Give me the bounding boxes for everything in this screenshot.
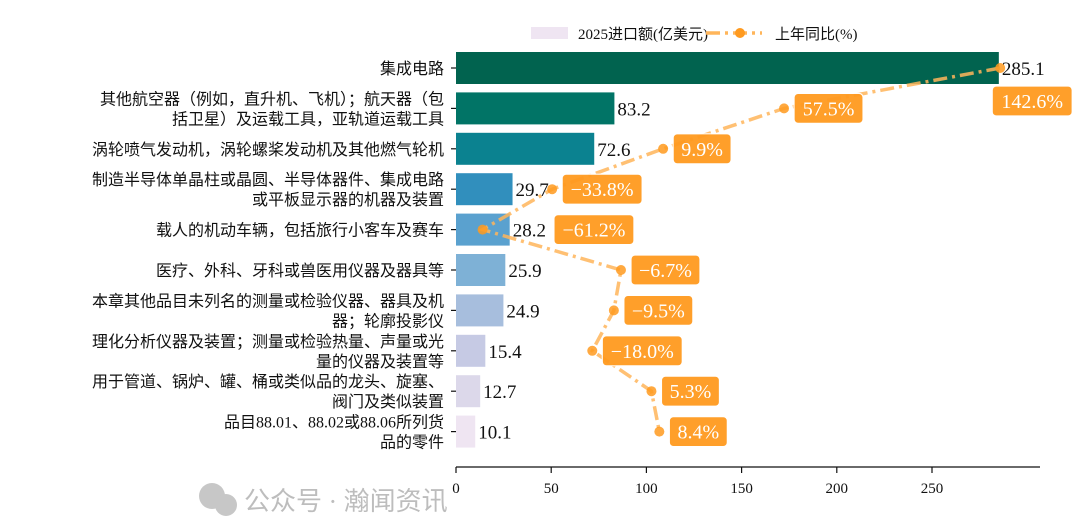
x-tick-label: 50 <box>544 481 559 497</box>
x-tick-label: 250 <box>921 481 944 497</box>
x-tick-label: 100 <box>635 481 658 497</box>
bar-value-label: 15.4 <box>488 342 522 363</box>
bar <box>456 334 486 367</box>
bar <box>456 173 513 206</box>
x-tick-label: 0 <box>452 481 460 497</box>
growth-line <box>478 66 1001 432</box>
growth-marker <box>587 345 598 356</box>
watermark-text: 公众号 · 瀚闻资讯 <box>244 487 448 516</box>
bar-value-label: 25.9 <box>508 261 541 282</box>
category-label: 涡轮喷气发动机，涡轮螺桨发动机及其他燃气轮机 <box>92 141 444 159</box>
category-labels: 集成电路其他航空器（例如，直升机、飞机）；航天器（包括卫星）及运载工具，亚轨道运… <box>92 60 456 452</box>
growth-marker <box>547 184 558 195</box>
wechat-icon-bubble <box>215 494 237 516</box>
bar-value-label: 12.7 <box>483 382 516 403</box>
growth-label-box <box>672 133 732 165</box>
category-label: 括卫星）及运载工具，亚轨道运载工具 <box>172 110 444 128</box>
category-label: 本章其他品目未列名的测量或检验仪器、器具及机 <box>92 292 444 310</box>
bar <box>456 254 506 286</box>
bar-value-label: 83.2 <box>617 99 650 120</box>
x-axis: 0 50 100 150 200 250 <box>452 466 1040 497</box>
legend-bar-label: 2025进口额(亿美元) <box>578 26 708 43</box>
bar <box>456 52 999 84</box>
growth-label-box <box>660 375 721 407</box>
growth-marker <box>477 224 488 235</box>
category-label: 器；轮廓投影仪 <box>332 312 444 330</box>
bar <box>456 415 476 448</box>
category-label: 阀门及类似装置 <box>332 393 444 411</box>
growth-label-box <box>630 254 701 286</box>
growth-marker <box>658 143 669 154</box>
growth-label: 8.4% <box>678 422 720 444</box>
category-label: 品目88.01、88.02或88.06所列货 <box>224 414 444 432</box>
growth-label-box <box>793 92 864 125</box>
category-label: 量的仪器及装置等 <box>316 353 444 371</box>
category-label: 制造半导体单晶柱或晶圆、半导体器件、集成电路 <box>92 171 444 189</box>
x-tick-label: 200 <box>826 481 849 497</box>
growth-marker <box>654 426 665 437</box>
legend-line-marker <box>735 28 745 38</box>
bar <box>456 375 481 408</box>
growth-label: 9.9% <box>681 139 723 161</box>
bar <box>456 294 504 327</box>
growth-marker <box>995 63 1006 73</box>
category-label: 或平板显示器的机器及装置 <box>252 191 444 209</box>
category-label: 集成电路 <box>380 60 444 78</box>
bar <box>456 92 615 125</box>
bar-value-label: 10.1 <box>478 423 511 444</box>
bar-value-label: 29.7 <box>516 180 549 201</box>
growth-label-box <box>601 335 683 367</box>
growth-line-layer: 142.6% 57.5% 9.9% −33.8% −61.2% −6.7% −9.5% −18… <box>477 63 1073 448</box>
category-label: 理化分析仪器及装置；测量或检验热量、声量或光 <box>92 333 444 351</box>
category-label: 用于管道、锅炉、罐、桶或类似品的龙头、旋塞、 <box>92 373 444 391</box>
category-label: 品的零件 <box>380 434 444 452</box>
category-label: 医疗、外科、牙科或兽医用仪器及器具等 <box>156 262 444 280</box>
bar-value-label: 28.2 <box>513 221 546 242</box>
growth-label-box <box>553 214 635 246</box>
growth-label: −18.0% <box>611 341 674 363</box>
growth-label: −33.8% <box>571 179 634 201</box>
bar-value-label: 285.1 <box>1002 59 1045 80</box>
growth-label: 5.3% <box>670 381 712 403</box>
growth-label-box <box>668 416 728 448</box>
growth-marker <box>779 103 790 114</box>
growth-label: 142.6% <box>1001 91 1063 113</box>
category-label: 载人的机动车辆，包括旅行小客车及赛车 <box>156 221 444 240</box>
watermark: 公众号 · 瀚闻资讯 <box>199 483 448 516</box>
growth-marker <box>646 386 657 397</box>
growth-label: −6.7% <box>639 260 692 282</box>
growth-label-box <box>991 85 1073 117</box>
bars-layer: 285.1 83.2 72.6 29.7 28.2 25.9 24.9 15.4 12.7 10.… <box>456 52 1045 448</box>
bar <box>456 132 595 165</box>
growth-marker <box>608 305 619 316</box>
growth-label: 57.5% <box>803 98 855 120</box>
bar-value-label: 72.6 <box>597 140 630 161</box>
growth-label-box <box>623 294 694 326</box>
growth-label: −9.5% <box>632 300 685 322</box>
growth-marker <box>615 265 626 275</box>
growth-label-box <box>561 173 643 205</box>
x-tick-label: 150 <box>730 481 753 497</box>
legend: 2025进口额(亿美元) 上年同比(%) <box>531 26 858 43</box>
growth-label: −61.2% <box>562 220 625 242</box>
category-label: 其他航空器（例如，直升机、飞机）；航天器（包 <box>100 90 444 108</box>
legend-line-label: 上年同比(%) <box>775 26 858 43</box>
legend-bar-swatch <box>531 27 568 39</box>
bar-value-label: 24.9 <box>506 301 539 322</box>
